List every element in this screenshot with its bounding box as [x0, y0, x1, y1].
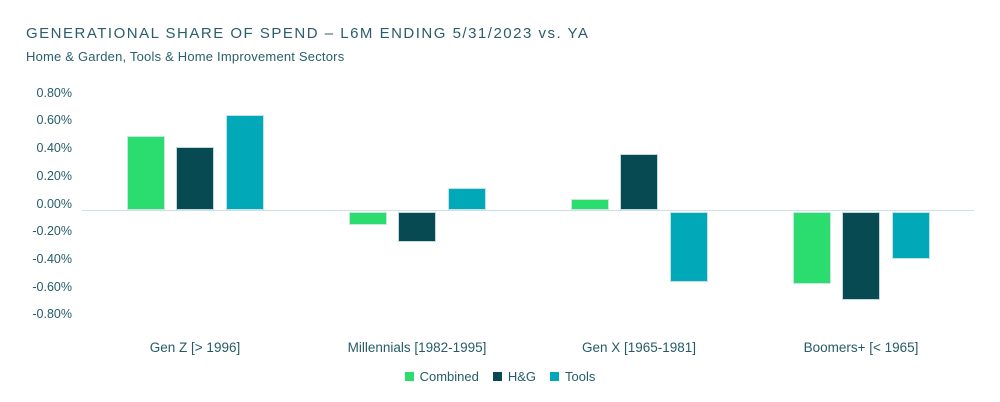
chart-title: GENERATIONAL SHARE OF SPEND – L6M ENDING… [26, 25, 590, 42]
legend-label: H&G [507, 369, 537, 384]
chart-subtitle: Home & Garden, Tools & Home Improvement … [26, 49, 345, 64]
x-axis-category-label: Boomers+ [< 1965] [803, 340, 919, 355]
legend-item-hg: H&G [492, 369, 537, 384]
bar-combined [126, 135, 165, 211]
y-axis-tick-label: -0.80% [32, 307, 72, 322]
bar-combined [348, 211, 387, 226]
legend-swatch-icon [404, 372, 414, 381]
bar-hg [398, 211, 436, 242]
bar-combined [792, 211, 831, 284]
legend-swatch-icon [492, 372, 502, 381]
legend: Combined H&G Tools [0, 369, 1000, 384]
bar-tools [447, 188, 486, 211]
y-axis-tick-label: 0.20% [36, 168, 72, 183]
bar-tools [669, 211, 708, 283]
legend-swatch-icon [550, 372, 560, 381]
y-axis-tick-label: -0.20% [32, 224, 72, 239]
bar-combined [570, 199, 609, 211]
bar-hg [842, 211, 880, 301]
y-axis-tick-label: -0.40% [32, 251, 72, 266]
bar-tools [225, 114, 264, 211]
x-axis-category-label: Gen Z [> 1996] [149, 340, 241, 355]
legend-item-tools: Tools [550, 369, 595, 384]
x-axis-category-label: Gen X [1965-1981] [581, 340, 697, 355]
bar-hg [620, 153, 658, 211]
y-axis-tick-label: 0.00% [36, 196, 72, 211]
bar-hg [176, 146, 214, 211]
y-axis-tick-label: 0.80% [36, 85, 72, 100]
legend-item-combined: Combined [404, 369, 479, 384]
legend-label: Tools [565, 369, 596, 384]
y-axis-tick-label: 0.60% [36, 113, 72, 128]
legend-label: Combined [419, 369, 479, 384]
bar-tools [891, 211, 930, 259]
y-axis-tick-label: 0.40% [36, 141, 72, 156]
x-axis-category-label: Millennials [1982-1995] [347, 340, 487, 355]
y-axis-tick-label: -0.60% [32, 279, 72, 294]
zero-axis-line [82, 210, 974, 211]
